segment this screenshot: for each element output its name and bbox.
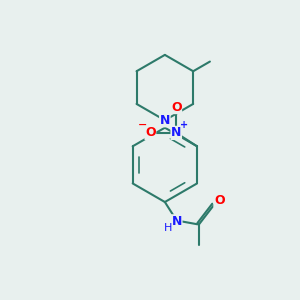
Text: −: − <box>138 120 147 130</box>
Text: O: O <box>145 126 156 140</box>
Text: H: H <box>164 223 172 233</box>
Text: N: N <box>171 126 181 140</box>
Text: N: N <box>172 215 182 228</box>
Text: O: O <box>214 194 225 207</box>
Text: N: N <box>160 114 170 127</box>
Text: +: + <box>180 121 188 130</box>
Text: O: O <box>171 100 181 114</box>
